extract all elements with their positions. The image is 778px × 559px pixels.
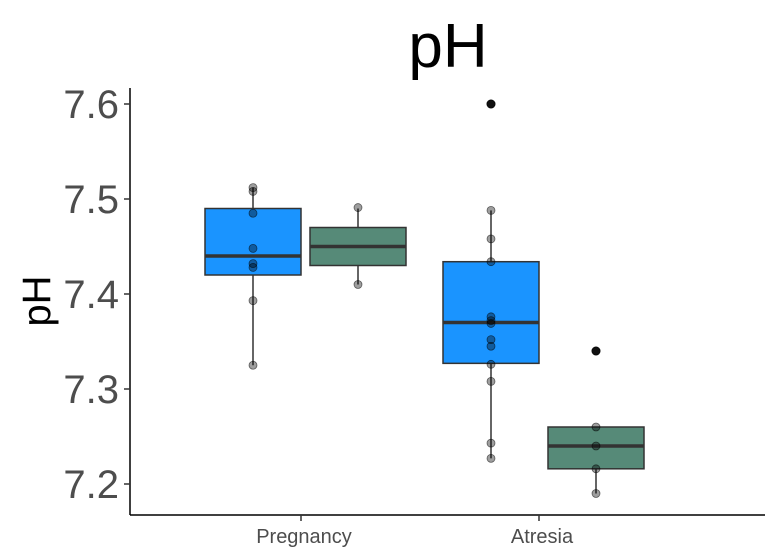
y-tick-label: 7.2 bbox=[63, 463, 119, 507]
plot-area bbox=[204, 99, 645, 498]
outlier-point bbox=[591, 346, 601, 356]
data-point bbox=[248, 186, 258, 196]
data-point bbox=[248, 360, 258, 370]
data-point bbox=[591, 489, 601, 498]
data-point bbox=[248, 262, 258, 272]
data-point bbox=[486, 205, 496, 215]
box bbox=[547, 426, 645, 470]
data-point bbox=[591, 422, 601, 432]
x-tick-label: Pregnancy bbox=[256, 526, 352, 548]
y-tick-label: 7.6 bbox=[63, 83, 119, 127]
data-point bbox=[486, 359, 496, 369]
data-point bbox=[591, 464, 601, 474]
chart-title: pH bbox=[408, 12, 487, 81]
axes bbox=[129, 88, 765, 516]
data-point bbox=[486, 257, 496, 267]
data-point bbox=[248, 296, 258, 306]
data-point bbox=[353, 203, 363, 212]
x-tick-label: Atresia bbox=[511, 526, 574, 548]
y-axis-label: pH bbox=[15, 275, 59, 326]
box bbox=[204, 207, 302, 276]
data-point bbox=[486, 341, 496, 351]
data-point bbox=[248, 208, 258, 218]
y-ticks: 7.2 7.3 7.4 7.5 7.6 bbox=[63, 83, 130, 507]
data-point bbox=[591, 441, 601, 451]
data-point bbox=[486, 234, 496, 244]
data-point bbox=[591, 346, 601, 356]
data-point bbox=[486, 99, 496, 109]
y-tick-label: 7.4 bbox=[63, 273, 119, 317]
x-ticks: Pregnancy Atresia bbox=[256, 515, 574, 548]
data-point bbox=[248, 243, 258, 253]
y-tick-label: 7.5 bbox=[63, 178, 119, 222]
y-tick-label: 7.3 bbox=[63, 368, 119, 412]
data-point bbox=[486, 453, 496, 463]
data-point bbox=[486, 438, 496, 448]
data-point bbox=[486, 316, 496, 326]
data-point bbox=[486, 376, 496, 386]
data-point bbox=[486, 335, 496, 345]
data-point bbox=[353, 280, 363, 289]
data-point bbox=[486, 319, 496, 328]
outlier-point bbox=[486, 99, 496, 109]
